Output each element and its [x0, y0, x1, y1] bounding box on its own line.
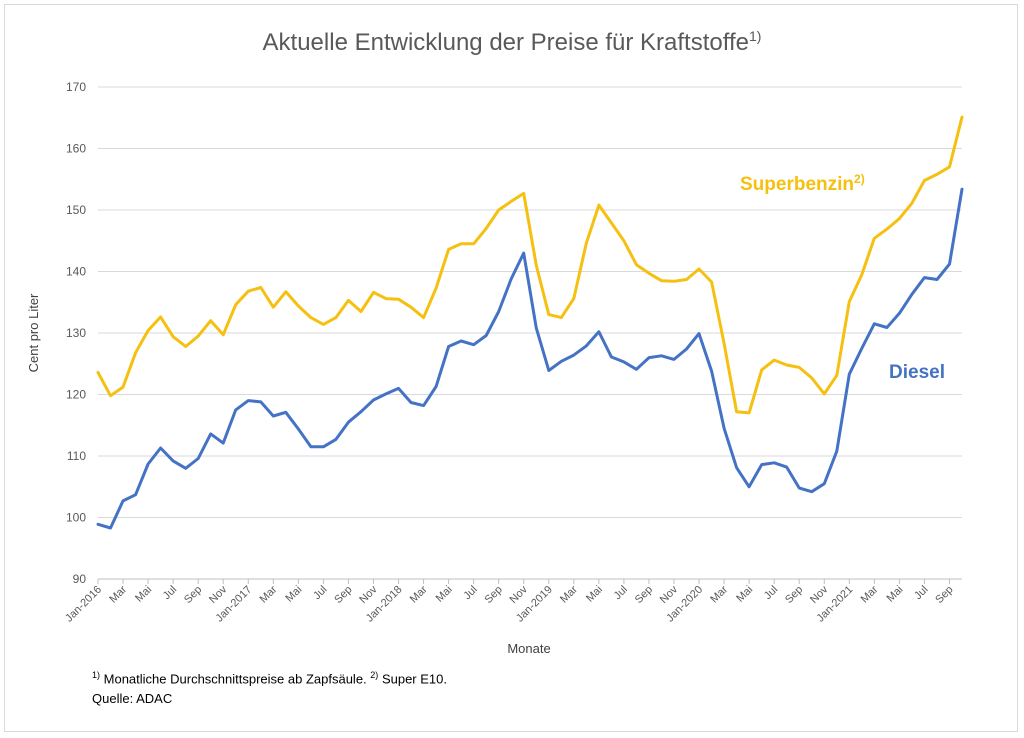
footnote-text-1: Monatliche Durchschnittspreise ab Zapfsä…: [103, 671, 367, 687]
y-axis-label: Cent pro Liter: [26, 293, 41, 372]
source-note: Quelle: ADAC: [92, 691, 173, 706]
x-tick-label: Mai: [584, 584, 605, 605]
x-tick-label: Mar: [558, 583, 580, 605]
footnote-mark-1: 1): [92, 670, 101, 680]
y-tick-label: 150: [66, 203, 86, 217]
x-axis-label: Monate: [507, 641, 550, 656]
x-tick-label: Sep: [332, 584, 354, 606]
x-tick-label: Jul: [762, 584, 780, 602]
x-tick-label: Sep: [182, 584, 204, 606]
y-tick-label: 160: [66, 142, 86, 156]
x-tick-label: Jul: [912, 584, 930, 602]
series-label-superbenzin: Superbenzin2): [740, 172, 865, 195]
x-tick-label: Sep: [933, 584, 955, 606]
x-tick-label: Mar: [258, 583, 280, 605]
chart-title: Aktuelle Entwicklung der Preise für Kraf…: [0, 28, 1024, 57]
x-tick-label: Sep: [633, 584, 655, 606]
x-tick-label: Jul: [311, 584, 329, 602]
x-tick-label: Jul: [461, 584, 479, 602]
x-tick-label: Mar: [859, 583, 881, 605]
chart-title-superscript: 1): [749, 28, 762, 44]
x-tick-label: Mai: [734, 584, 755, 605]
y-tick-label: 110: [67, 449, 86, 463]
y-tick-label: 130: [66, 326, 86, 340]
x-tick-label: Mai: [884, 584, 905, 605]
x-tick-label: Jul: [161, 584, 179, 602]
x-tick-label: Sep: [482, 584, 504, 606]
y-tick-label: 90: [73, 572, 87, 586]
x-tick-label: Mai: [283, 584, 304, 605]
y-tick-label: 140: [66, 265, 86, 279]
series-label-superbenzin-superscript: 2): [854, 172, 865, 186]
x-tick-label: Mar: [408, 583, 430, 605]
x-tick-label: Mar: [708, 583, 730, 605]
x-tick-label: Jan-2016: [63, 584, 104, 625]
series-line-superbenzin: [96, 115, 964, 415]
x-tick-label: Sep: [783, 584, 805, 606]
footnote-mark-2: 2): [370, 670, 379, 680]
footnote-text-2: Super E10.: [381, 671, 447, 687]
footnote-line: 1) Monatliche Durchschnittspreise ab Zap…: [92, 670, 447, 686]
y-tick-label: 170: [66, 80, 86, 94]
series-label-diesel: Diesel: [889, 362, 945, 383]
x-tick-label: Mai: [434, 584, 455, 605]
y-tick-label: 100: [66, 511, 86, 525]
chart-title-text: Aktuelle Entwicklung der Preise für Kraf…: [262, 29, 749, 56]
chart-frame: [4, 4, 1018, 732]
x-tick-label: Jul: [612, 584, 630, 602]
x-tick-label: Mar: [107, 583, 129, 605]
x-tick-label: Mai: [133, 584, 154, 605]
y-tick-label: 120: [66, 388, 86, 402]
series-label-superbenzin-text: Superbenzin: [740, 174, 854, 195]
series-line-diesel: [96, 187, 964, 530]
